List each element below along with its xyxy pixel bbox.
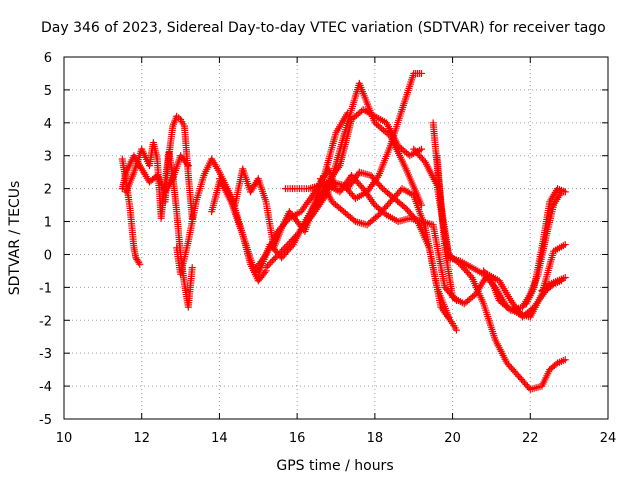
data-point bbox=[268, 257, 276, 265]
y-tick-label: 2 bbox=[44, 183, 52, 198]
x-axis-title: GPS time / hours bbox=[276, 458, 393, 474]
y-tick-label: 6 bbox=[44, 51, 52, 66]
data-point bbox=[281, 244, 289, 252]
data-point bbox=[267, 259, 275, 267]
data-point bbox=[561, 188, 569, 196]
series-sat19 bbox=[538, 273, 569, 295]
data-point bbox=[417, 145, 425, 153]
series-sat10 bbox=[281, 69, 425, 203]
x-tick-label: 10 bbox=[56, 431, 73, 446]
chart-title: Day 346 of 2023, Sidereal Day-to-day VTE… bbox=[41, 20, 606, 36]
data-point bbox=[467, 272, 475, 280]
y-tick-label: 0 bbox=[44, 248, 52, 263]
data-point bbox=[271, 254, 279, 262]
data-point bbox=[287, 237, 295, 245]
data-point bbox=[274, 250, 282, 258]
data-point bbox=[264, 262, 272, 270]
x-tick-label: 12 bbox=[133, 431, 150, 446]
y-tick-label: 1 bbox=[44, 216, 52, 231]
y-tick-label: -3 bbox=[39, 347, 52, 362]
data-point bbox=[417, 69, 425, 77]
data-point bbox=[455, 259, 463, 267]
series-sat18 bbox=[522, 185, 569, 308]
plot-frame bbox=[63, 56, 609, 420]
data-point bbox=[276, 249, 284, 257]
data-point bbox=[288, 236, 296, 244]
y-tick-labels: -5 -4 -3 -2 -1 0 1 2 3 4 5 6 bbox=[39, 51, 52, 428]
data-point bbox=[278, 247, 286, 255]
x-tick-labels: 10 12 14 16 18 20 22 24 bbox=[56, 431, 617, 446]
data-point bbox=[285, 239, 293, 247]
data-point bbox=[290, 234, 298, 242]
data-point bbox=[279, 246, 287, 254]
data-point bbox=[377, 183, 385, 191]
data-point bbox=[273, 252, 281, 260]
x-tick-label: 20 bbox=[444, 431, 461, 446]
tick-marks bbox=[63, 56, 609, 420]
data-point bbox=[373, 212, 381, 220]
data-point bbox=[529, 305, 537, 313]
series-sat4 bbox=[161, 112, 196, 222]
y-axis-title: SDTVAR / TECUs bbox=[7, 181, 23, 296]
y-tick-label: 5 bbox=[44, 84, 52, 99]
series-sat16 bbox=[429, 119, 569, 393]
y-tick-label: -5 bbox=[39, 413, 52, 428]
series-sat9 bbox=[262, 79, 425, 272]
x-tick-label: 24 bbox=[600, 431, 617, 446]
data-point bbox=[282, 242, 290, 250]
data-point bbox=[188, 264, 196, 272]
x-tick-label: 18 bbox=[367, 431, 384, 446]
data-point bbox=[412, 216, 420, 224]
y-tick-label: 3 bbox=[44, 150, 52, 165]
data-point bbox=[452, 326, 460, 334]
x-tick-label: 14 bbox=[211, 431, 228, 446]
data-points bbox=[118, 69, 569, 393]
data-point bbox=[292, 232, 300, 240]
data-point bbox=[561, 273, 569, 281]
data-point bbox=[350, 216, 358, 224]
data-point bbox=[270, 255, 278, 263]
y-tick-label: 4 bbox=[44, 117, 52, 132]
y-tick-label: -1 bbox=[39, 281, 52, 296]
y-tick-label: -4 bbox=[39, 380, 52, 395]
data-point bbox=[561, 241, 569, 249]
gridlines bbox=[64, 57, 608, 419]
data-point bbox=[561, 356, 569, 364]
data-point bbox=[136, 260, 144, 268]
y-tick-label: -2 bbox=[39, 314, 52, 329]
data-point bbox=[262, 264, 270, 272]
series-sat13 bbox=[344, 168, 460, 334]
data-point bbox=[400, 203, 408, 211]
data-point bbox=[284, 241, 292, 249]
data-point bbox=[265, 260, 273, 268]
x-tick-label: 16 bbox=[289, 431, 306, 446]
x-tick-label: 22 bbox=[522, 431, 539, 446]
data-point bbox=[135, 259, 143, 267]
data-point bbox=[486, 275, 494, 283]
data-point bbox=[420, 157, 428, 165]
